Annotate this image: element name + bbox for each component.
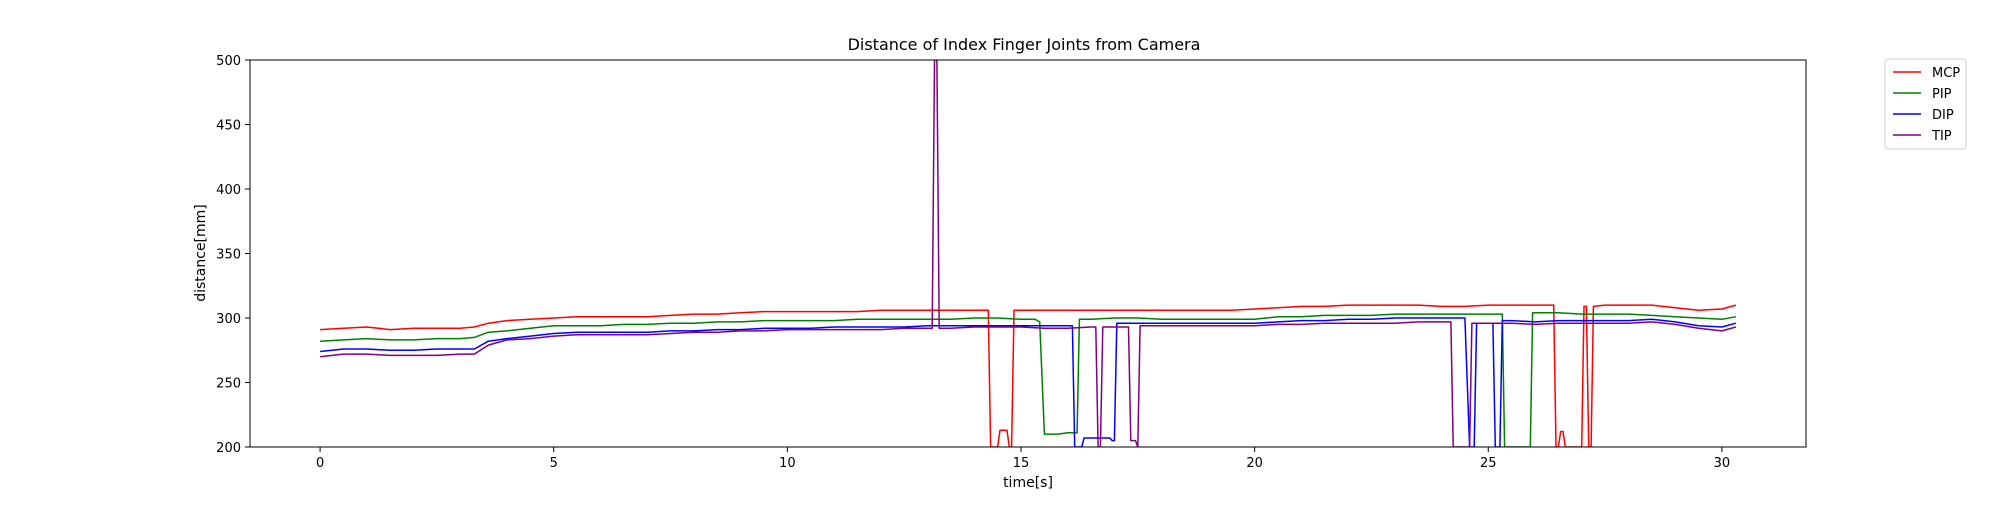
y-tick-label: 350 xyxy=(216,248,241,263)
series-line-tip xyxy=(320,60,1737,447)
x-axis: 0 5 10 15 20 25 30 xyxy=(316,447,1730,471)
y-axis-label: distance[mm] xyxy=(193,204,209,302)
y-tick-label: 400 xyxy=(216,183,241,198)
x-axis-label: time[s] xyxy=(1003,475,1053,491)
series-line-dip xyxy=(320,317,1737,447)
x-tick-label: 30 xyxy=(1714,456,1731,471)
y-axis: 200 250 300 350 400 450 500 xyxy=(216,54,250,456)
legend-box xyxy=(1884,58,1967,150)
x-tick-label: 15 xyxy=(1013,456,1030,471)
x-tick-label: 0 xyxy=(316,456,324,471)
series-line-pip xyxy=(320,312,1737,447)
x-tick-label: 5 xyxy=(550,456,558,471)
y-tick-label: 200 xyxy=(216,441,241,456)
series-line-mcp xyxy=(320,304,1737,447)
x-tick-label: 10 xyxy=(779,456,796,471)
legend: MCP PIP DIP TIP xyxy=(1884,58,1967,150)
legend-label-dip: DIP xyxy=(1932,108,1954,123)
x-tick-label: 25 xyxy=(1480,456,1497,471)
legend-label-mcp: MCP xyxy=(1932,66,1960,81)
y-tick-label: 450 xyxy=(216,119,241,134)
chart-title: Distance of Index Finger Joints from Cam… xyxy=(848,35,1201,54)
legend-label-tip: TIP xyxy=(1931,129,1952,144)
y-tick-label: 250 xyxy=(216,377,241,392)
legend-label-pip: PIP xyxy=(1932,87,1952,102)
y-tick-label: 300 xyxy=(216,312,241,327)
y-tick-label: 500 xyxy=(216,54,241,69)
x-tick-label: 20 xyxy=(1246,456,1263,471)
plot-area xyxy=(320,60,1737,447)
